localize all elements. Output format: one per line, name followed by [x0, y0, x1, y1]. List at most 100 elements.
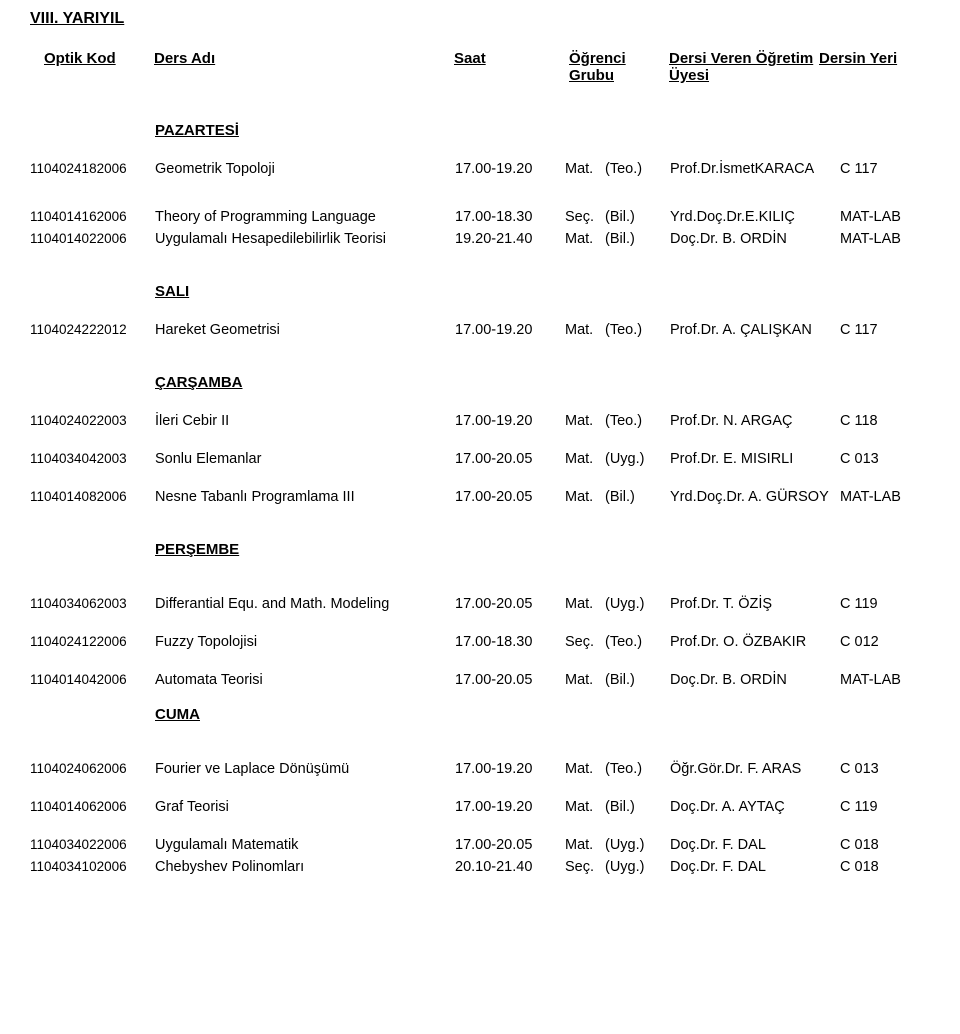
course-inst: Yrd.Doç.Dr. A. GÜRSOY [670, 489, 840, 505]
course-name: İleri Cebir II [155, 413, 455, 429]
course-loc: MAT-LAB [840, 672, 920, 688]
course-name: Nesne Tabanlı Programlama III [155, 489, 455, 505]
course-loc: MAT-LAB [840, 209, 920, 225]
course-code: 1104034022006 [30, 837, 155, 852]
course-code: 1104034062003 [30, 596, 155, 611]
course-name: Automata Teorisi [155, 672, 455, 688]
course-row: 1104014062006 Graf Teorisi 17.00-19.20 M… [30, 799, 930, 815]
header-ders-adi: Ders Adı [154, 50, 454, 84]
course-row: 1104034042003 Sonlu Elemanlar 17.00-20.0… [30, 451, 930, 467]
course-code: 1104014082006 [30, 489, 155, 504]
course-name: Differantial Equ. and Math. Modeling [155, 596, 455, 612]
course-inst: Prof.Dr.İsmetKARACA [670, 161, 840, 177]
course-group: Mat. [565, 451, 605, 467]
course-time: 17.00-20.05 [455, 451, 565, 467]
course-group: Mat. [565, 672, 605, 688]
course-inst: Doç.Dr. A. AYTAÇ [670, 799, 840, 815]
course-code: 1104014162006 [30, 209, 155, 224]
gap [30, 435, 930, 451]
course-row: 1104024122006 Fuzzy Topolojisi 17.00-18.… [30, 634, 930, 650]
course-name: Geometrik Topoloji [155, 161, 455, 177]
course-loc: C 018 [840, 859, 920, 875]
course-type: (Uyg.) [605, 596, 670, 612]
course-time: 17.00-18.30 [455, 634, 565, 650]
course-name: Theory of Programming Language [155, 209, 455, 225]
header-saat: Saat [454, 50, 569, 84]
course-row: 1104024022003 İleri Cebir II 17.00-19.20… [30, 413, 930, 429]
course-loc: MAT-LAB [840, 231, 920, 247]
course-inst: Doç.Dr. B. ORDİN [670, 672, 840, 688]
course-group: Mat. [565, 799, 605, 815]
course-code: 1104024022003 [30, 413, 155, 428]
course-type: (Teo.) [605, 413, 670, 429]
course-type: (Uyg.) [605, 451, 670, 467]
gap [30, 618, 930, 634]
course-loc: C 117 [840, 322, 920, 338]
course-time: 17.00-20.05 [455, 672, 565, 688]
page-container: VIII. YARIYIL Optik Kod Ders Adı Saat Öğ… [0, 0, 960, 911]
course-type: (Bil.) [605, 231, 670, 247]
course-loc: C 013 [840, 761, 920, 777]
course-group: Seç. [565, 859, 605, 875]
course-row: 1104014162006 Theory of Programming Lang… [30, 209, 930, 225]
course-name: Sonlu Elemanlar [155, 451, 455, 467]
course-code: 1104024062006 [30, 761, 155, 776]
gap [30, 473, 930, 489]
course-group: Mat. [565, 837, 605, 853]
course-row: 1104024062006 Fourier ve Laplace Dönüşüm… [30, 761, 930, 777]
course-group: Mat. [565, 596, 605, 612]
header-ogretim: Dersi Veren Öğretim Üyesi [669, 50, 819, 84]
course-group: Mat. [565, 413, 605, 429]
course-name: Graf Teorisi [155, 799, 455, 815]
course-group: Mat. [565, 161, 605, 177]
course-code: 1104034102006 [30, 859, 155, 874]
course-code: 1104014022006 [30, 231, 155, 246]
course-loc: C 118 [840, 413, 920, 429]
day-heading-sali: SALI [30, 283, 930, 300]
course-group: Mat. [565, 489, 605, 505]
course-name: Uygulamalı Hesapedilebilirlik Teorisi [155, 231, 455, 247]
course-loc: C 117 [840, 161, 920, 177]
course-row: 1104034062003 Differantial Equ. and Math… [30, 596, 930, 612]
course-time: 17.00-20.05 [455, 489, 565, 505]
course-name: Uygulamalı Matematik [155, 837, 455, 853]
course-name: Chebyshev Polinomları [155, 859, 455, 875]
course-type: (Uyg.) [605, 837, 670, 853]
column-headers: Optik Kod Ders Adı Saat Öğrenci Grubu De… [30, 50, 930, 84]
header-optik-kod: Optik Kod [30, 50, 154, 84]
course-row: 1104014022006 Uygulamalı Hesapedilebilir… [30, 231, 930, 247]
course-time: 17.00-20.05 [455, 596, 565, 612]
semester-title: VIII. YARIYIL [30, 10, 930, 28]
course-loc: C 119 [840, 799, 920, 815]
gap [30, 783, 930, 799]
course-type: (Bil.) [605, 799, 670, 815]
day-heading-pazartesi: PAZARTESİ [30, 122, 930, 139]
course-time: 17.00-19.20 [455, 799, 565, 815]
course-inst: Doç.Dr. F. DAL [670, 859, 840, 875]
course-loc: C 119 [840, 596, 920, 612]
course-code: 1104024222012 [30, 322, 155, 337]
course-row: 1104034102006 Chebyshev Polinomları 20.1… [30, 859, 930, 875]
course-loc: C 013 [840, 451, 920, 467]
course-inst: Yrd.Doç.Dr.E.KILIÇ [670, 209, 840, 225]
course-name: Fourier ve Laplace Dönüşümü [155, 761, 455, 777]
course-type: (Teo.) [605, 634, 670, 650]
day-heading-cuma: CUMA [30, 706, 930, 723]
course-time: 17.00-19.20 [455, 761, 565, 777]
course-time: 19.20-21.40 [455, 231, 565, 247]
course-row: 1104034022006 Uygulamalı Matematik 17.00… [30, 837, 930, 853]
course-loc: C 018 [840, 837, 920, 853]
course-code: 1104014042006 [30, 672, 155, 687]
gap [30, 656, 930, 672]
course-type: (Bil.) [605, 489, 670, 505]
course-time: 17.00-19.20 [455, 322, 565, 338]
course-loc: MAT-LAB [840, 489, 920, 505]
course-time: 17.00-19.20 [455, 161, 565, 177]
course-type: (Bil.) [605, 209, 670, 225]
course-row: 1104024222012 Hareket Geometrisi 17.00-1… [30, 322, 930, 338]
course-type: (Teo.) [605, 761, 670, 777]
course-name: Fuzzy Topolojisi [155, 634, 455, 650]
day-heading-persembe: PERŞEMBE [30, 541, 930, 558]
course-group: Seç. [565, 209, 605, 225]
course-row: 1104014042006 Automata Teorisi 17.00-20.… [30, 672, 930, 688]
